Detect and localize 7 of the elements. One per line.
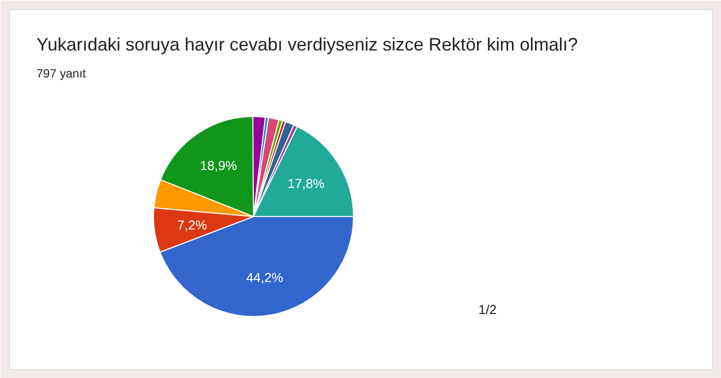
chart-subtitle: 797 yanıt	[36, 66, 87, 80]
data-label: 17,8%	[288, 176, 325, 192]
data-label: 44,2%	[246, 270, 284, 285]
data-label: 7,2%	[177, 218, 208, 233]
data-label: 18,9%	[200, 158, 238, 173]
chart-title: Yukarıdaki soruya hayır cevabı verdiyseniz sizce Rektör kim olmalı?	[36, 34, 578, 54]
text: 1/2	[478, 302, 497, 317]
